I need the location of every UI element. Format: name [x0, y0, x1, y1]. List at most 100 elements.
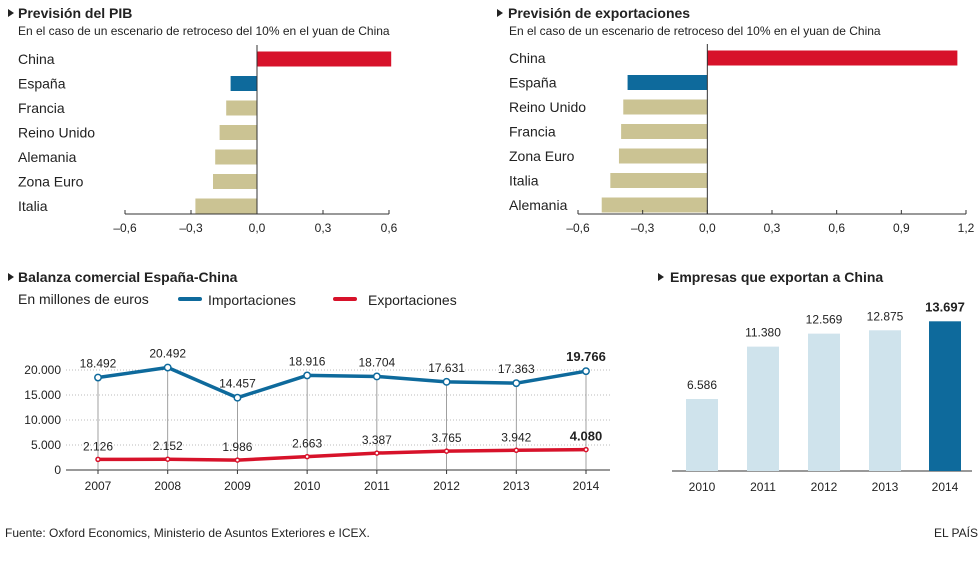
bars: China España Reino Unido Francia Zona Euro It…	[509, 50, 958, 213]
bar	[257, 51, 392, 67]
title-bullet-icon	[497, 9, 503, 17]
category-label: Italia	[509, 173, 539, 189]
category-label: Zona Euro	[18, 174, 84, 190]
data-label: 17.363	[498, 362, 535, 376]
legend: Importaciones Exportaciones	[178, 292, 457, 308]
category-label: Francia	[509, 124, 556, 140]
data-label: 2.663	[292, 437, 322, 451]
data-point	[233, 393, 242, 402]
bar	[230, 76, 257, 91]
x-tick-label: 2013	[503, 479, 530, 493]
x-tick-label: 2011	[750, 480, 776, 494]
bar	[627, 75, 708, 90]
category-label: China	[18, 51, 55, 67]
y-tick-label: 10.000	[24, 413, 61, 427]
tick-label: 0,9	[893, 221, 910, 235]
bars: China España Francia Reino Unido Alemania Zon…	[18, 51, 392, 214]
y-tick-label: 20.000	[24, 363, 61, 377]
bar	[686, 399, 718, 471]
x-tick-label: 2012	[433, 479, 460, 493]
unit-label: En millones de euros	[18, 291, 149, 307]
bar	[747, 346, 779, 471]
chart-title: Previsión de exportaciones	[508, 5, 690, 21]
tick-label: –0,6	[566, 221, 590, 235]
category-label: Alemania	[509, 197, 568, 213]
category-label: Zona Euro	[509, 148, 575, 164]
chart-subtitle: En el caso de un escenario de retroceso …	[18, 24, 390, 38]
category-label: China	[509, 50, 546, 66]
bar	[623, 99, 708, 115]
category-label: Reino Unido	[18, 125, 95, 141]
data-label: 17.631	[428, 361, 465, 375]
plot-area: 0 5.000 10.000 15.000 20.000 2007 2008 2009 2010…	[24, 347, 610, 493]
bar	[808, 333, 840, 471]
category-label: España	[18, 76, 66, 92]
data-label: 3.765	[432, 431, 462, 445]
series-line-exportaciones	[97, 447, 587, 462]
x-axis: –0,6 –0,3 0,0 0,3 0,6 0,9 1,2	[566, 44, 975, 235]
category-label: Alemania	[18, 149, 77, 165]
x-tick-label: 2011	[364, 479, 390, 493]
bar	[869, 330, 901, 471]
x-tick-label: 2010	[689, 480, 716, 494]
y-tick-label: 0	[54, 463, 61, 477]
title-bullet-icon	[8, 9, 14, 17]
trade-balance-chart: Balanza comercial España-China En millon…	[8, 269, 610, 493]
data-label: 18.704	[359, 355, 396, 369]
bar	[215, 149, 257, 165]
x-tick-label: 2008	[154, 479, 181, 493]
bar	[195, 198, 257, 214]
tick-label: 1,2	[958, 221, 975, 235]
value-label: 13.697	[925, 299, 965, 314]
tick-label: –0,6	[113, 221, 137, 235]
legend-label-exportaciones: Exportaciones	[368, 292, 457, 308]
data-point	[304, 453, 310, 460]
bar	[621, 124, 708, 139]
data-label: 2.152	[153, 439, 183, 453]
data-label: 3.387	[362, 433, 392, 447]
x-tick-label: 2014	[932, 480, 959, 494]
data-point	[163, 363, 172, 372]
x-tick-label: 2007	[85, 479, 112, 493]
category-label: Francia	[18, 100, 65, 116]
tick-label: 0,6	[828, 221, 845, 235]
data-point	[443, 448, 450, 454]
bar	[707, 50, 958, 66]
x-tick-label: 2012	[811, 480, 838, 494]
y-tick-label: 15.000	[24, 388, 61, 402]
data-label: 18.916	[289, 354, 326, 368]
tick-label: 0,3	[315, 221, 332, 235]
legend-label-importaciones: Importaciones	[208, 292, 296, 308]
data-point	[512, 379, 521, 388]
data-point	[234, 457, 241, 463]
data-point	[442, 377, 451, 386]
data-label: 1.986	[222, 440, 252, 454]
data-point	[583, 446, 589, 453]
series-line-importaciones	[97, 365, 587, 400]
value-label: 6.586	[687, 378, 717, 392]
category-label: Italia	[18, 198, 48, 214]
value-label: 12.569	[806, 313, 843, 327]
chart-title: Previsión del PIB	[18, 5, 132, 21]
data-label: 4.080	[570, 429, 603, 444]
data-point	[303, 371, 312, 380]
bar	[601, 197, 708, 213]
data-label: 14.457	[219, 377, 256, 391]
bar	[610, 173, 708, 188]
value-label: 11.380	[745, 326, 781, 340]
data-label: 20.492	[149, 347, 186, 361]
category-label: España	[509, 75, 557, 91]
source-note: Fuente: Oxford Economics, Ministerio de …	[5, 526, 370, 540]
tick-label: –0,3	[179, 221, 203, 235]
bars: 6.586 2010 11.380 2011 12.569 2012 12.875 2013 1…	[672, 299, 972, 494]
bar	[929, 321, 961, 471]
data-point	[374, 450, 380, 456]
tick-label: –0,3	[631, 221, 655, 235]
title-bullet-icon	[658, 273, 664, 281]
x-axis: –0,6 –0,3 0,0 0,3 0,6	[113, 45, 398, 235]
title-bullet-icon	[8, 273, 14, 281]
data-point	[94, 373, 102, 382]
tick-label: 0,3	[764, 221, 781, 235]
gdp-forecast-chart: Previsión del PIB En el caso de un escen…	[8, 5, 398, 235]
